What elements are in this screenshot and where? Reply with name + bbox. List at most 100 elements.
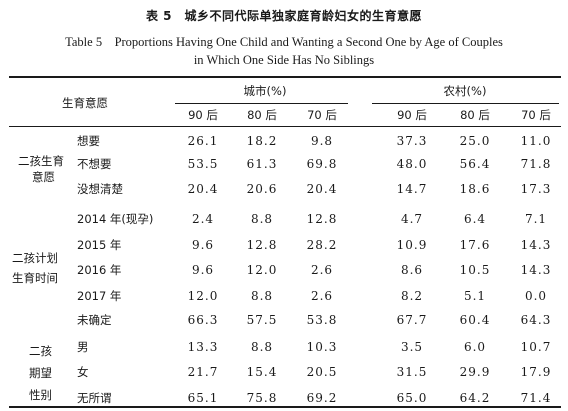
- table-cell: 26.1: [187, 134, 219, 148]
- table-cell: 12.0: [246, 263, 278, 277]
- table-cell: 8.8: [250, 212, 274, 226]
- group-label: 生育时间: [12, 271, 58, 285]
- table-title-english-line-2: in Which One Side Has No Siblings: [193, 53, 375, 67]
- table-cell: 60.4: [459, 313, 491, 327]
- table-cell: 65.0: [396, 391, 428, 405]
- table-bottom-rule: [9, 406, 561, 408]
- table-cell: 75.8: [246, 391, 278, 405]
- row-label: 男: [77, 340, 89, 354]
- table-cell: 18.6: [459, 182, 491, 196]
- table-cell: 8.8: [250, 340, 274, 354]
- table-cell: 18.2: [246, 134, 278, 148]
- table-cell: 66.3: [187, 313, 219, 327]
- table-cell: 7.1: [524, 212, 548, 226]
- table-cell: 65.1: [187, 391, 219, 405]
- row-label: 2014 年(现孕): [77, 212, 154, 226]
- table-cell: 10.9: [396, 238, 428, 252]
- group-label: 二孩计划: [12, 251, 58, 265]
- city-column-header: 城市(%): [243, 84, 287, 98]
- table-cell: 71.8: [520, 157, 552, 171]
- table-cell: 13.3: [187, 340, 219, 354]
- table-cell: 2.4: [191, 212, 215, 226]
- table-cell: 48.0: [396, 157, 428, 171]
- group-label: 二孩: [29, 344, 52, 358]
- table-cell: 10.5: [459, 263, 491, 277]
- table-cell: 61.3: [246, 157, 278, 171]
- subcolumn-header: 70 后: [521, 108, 551, 122]
- group-label: 性别: [29, 388, 52, 402]
- table-cell: 14.3: [520, 238, 552, 252]
- row-header-label: 生育意愿: [62, 96, 108, 110]
- table-cell: 9.6: [191, 263, 215, 277]
- row-label: 无所谓: [77, 391, 112, 405]
- table-cell: 5.1: [463, 289, 487, 303]
- table-cell: 15.4: [246, 365, 278, 379]
- rural-header-underline: [372, 103, 559, 104]
- table-cell: 17.9: [520, 365, 552, 379]
- table-cell: 20.4: [306, 182, 338, 196]
- table-cell: 17.3: [520, 182, 552, 196]
- table-cell: 12.0: [187, 289, 219, 303]
- table-cell: 67.7: [396, 313, 428, 327]
- row-label: 女: [77, 365, 89, 379]
- table-cell: 9.6: [191, 238, 215, 252]
- subcolumn-header: 80 后: [247, 108, 277, 122]
- table-cell: 64.2: [459, 391, 491, 405]
- table-cell: 53.8: [306, 313, 338, 327]
- table-cell: 31.5: [396, 365, 428, 379]
- table-cell: 37.3: [396, 134, 428, 148]
- table-top-rule: [9, 76, 561, 78]
- table-cell: 20.4: [187, 182, 219, 196]
- row-label: 想要: [77, 134, 100, 148]
- table-cell: 14.3: [520, 263, 552, 277]
- rural-column-header: 农村(%): [443, 84, 487, 98]
- table-cell: 17.6: [459, 238, 491, 252]
- table-cell: 28.2: [306, 238, 338, 252]
- row-label: 未确定: [77, 313, 112, 327]
- row-label: 没想清楚: [77, 182, 123, 196]
- table-cell: 53.5: [187, 157, 219, 171]
- group-label: 二孩生育: [18, 154, 64, 168]
- city-header-underline: [175, 103, 348, 104]
- table-cell: 56.4: [459, 157, 491, 171]
- table-cell: 64.3: [520, 313, 552, 327]
- table-cell: 20.6: [246, 182, 278, 196]
- table-cell: 8.8: [250, 289, 274, 303]
- table-cell: 6.0: [463, 340, 487, 354]
- table-cell: 2.6: [310, 263, 334, 277]
- table-cell: 8.2: [400, 289, 424, 303]
- table-cell: 3.5: [400, 340, 424, 354]
- row-label: 2015 年: [77, 238, 122, 252]
- table-cell: 25.0: [459, 134, 491, 148]
- table-cell: 12.8: [246, 238, 278, 252]
- table-cell: 6.4: [463, 212, 487, 226]
- subcolumn-header: 70 后: [307, 108, 337, 122]
- row-label: 不想要: [77, 157, 112, 171]
- table-cell: 71.4: [520, 391, 552, 405]
- table-cell: 2.6: [310, 289, 334, 303]
- table-cell: 69.8: [306, 157, 338, 171]
- table-cell: 9.8: [310, 134, 334, 148]
- table-cell: 4.7: [400, 212, 424, 226]
- subcolumn-header: 90 后: [188, 108, 218, 122]
- subcolumn-header: 80 后: [460, 108, 490, 122]
- table-cell: 14.7: [396, 182, 428, 196]
- row-label: 2017 年: [77, 289, 122, 303]
- row-label: 2016 年: [77, 263, 122, 277]
- table-title-chinese: 表 5 城乡不同代际单独家庭育龄妇女的生育意愿: [145, 9, 423, 23]
- table-cell: 29.9: [459, 365, 491, 379]
- table-cell: 20.5: [306, 365, 338, 379]
- table-cell: 11.0: [520, 134, 552, 148]
- table-cell: 8.6: [400, 263, 424, 277]
- table-cell: 0.0: [524, 289, 548, 303]
- table-cell: 21.7: [187, 365, 219, 379]
- table-cell: 12.8: [306, 212, 338, 226]
- table-cell: 69.2: [306, 391, 338, 405]
- group-label: 期望: [29, 366, 52, 380]
- table-cell: 10.7: [520, 340, 552, 354]
- subcolumn-header: 90 后: [397, 108, 427, 122]
- group-label: 意愿: [32, 170, 55, 184]
- table-cell: 57.5: [246, 313, 278, 327]
- table-title-english-line-1: Table 5 Proportions Having One Child and…: [65, 35, 503, 49]
- header-bottom-rule: [9, 126, 561, 127]
